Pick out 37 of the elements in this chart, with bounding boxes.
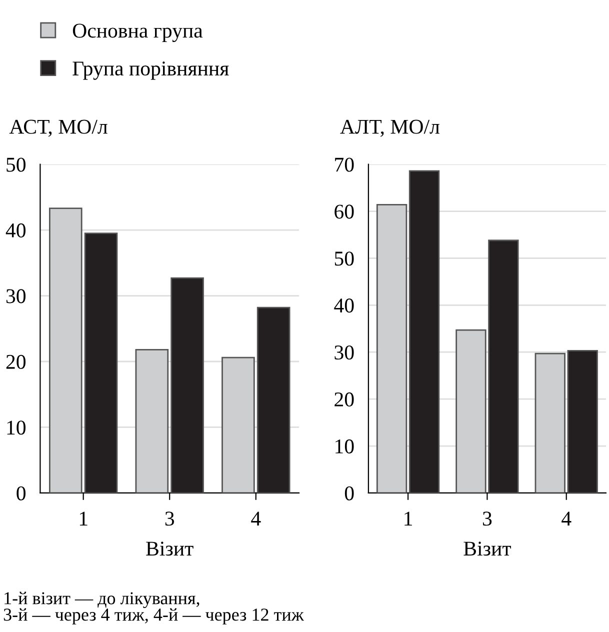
x-axis-title: Візит — [146, 542, 194, 556]
y-tick-label: 40 — [6, 223, 26, 238]
y-tick-label: 70 — [335, 158, 354, 172]
y-tick-label: 20 — [334, 392, 354, 406]
y-tick-label: 50 — [6, 158, 26, 172]
y-axis-title: АСТ, МО/л — [9, 120, 108, 137]
legend-label: Група порівняння — [72, 62, 229, 80]
bar — [534, 352, 566, 493]
x-tick-label: 4 — [251, 512, 261, 526]
y-tick-label: 60 — [334, 204, 354, 219]
x-tick-label: 4 — [562, 512, 572, 526]
x-tick-label: 1 — [404, 512, 412, 526]
y-tick-label: 40 — [334, 298, 354, 313]
x-tick-label: 3 — [482, 512, 492, 526]
y-tick-label: 10 — [7, 420, 26, 435]
bar — [48, 208, 82, 493]
y-tick-label: 30 — [6, 289, 26, 304]
y-tick-label: 30 — [334, 345, 354, 360]
x-tick-label: 1 — [80, 512, 88, 526]
bar — [170, 277, 204, 493]
x-axis-title: Візит — [464, 542, 511, 556]
x-tick-label: 3 — [165, 512, 174, 526]
y-tick-label: 0 — [16, 486, 26, 500]
legend-label: Основна група — [72, 24, 203, 42]
y-tick-label: 50 — [334, 252, 354, 266]
bar — [135, 348, 169, 493]
y-tick-label: 20 — [6, 354, 26, 369]
text: 1-й візит — до лікування, 3-й — через 4 тиж, 4-й — через 12 тиж — [4, 592, 304, 624]
bar — [256, 306, 290, 493]
y-tick-label: 0 — [344, 486, 354, 500]
bar — [222, 356, 255, 493]
bar — [376, 204, 408, 493]
bar — [567, 350, 598, 493]
bar — [408, 170, 440, 493]
bar — [84, 232, 118, 493]
y-tick-label: 10 — [336, 439, 354, 454]
y-axis-title: АЛТ, МО/л — [340, 120, 440, 137]
